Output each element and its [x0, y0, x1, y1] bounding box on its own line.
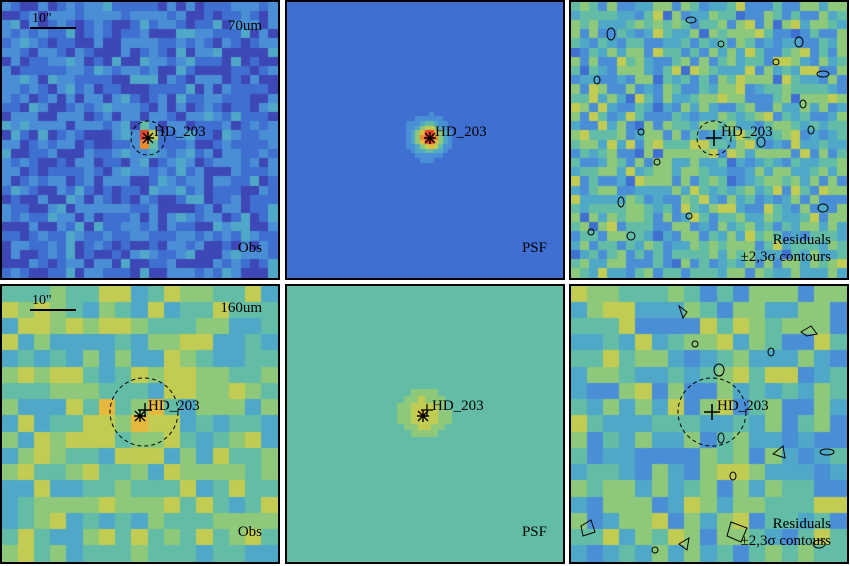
residuals-title: Residuals: [772, 516, 831, 532]
contour-levels-label: ±2,3σ contours: [740, 249, 831, 265]
residuals-title: Residuals: [772, 232, 831, 248]
obs-70um-overlay: [130, 120, 166, 156]
band-label: 70um: [227, 18, 262, 34]
psf-label: PSF: [521, 524, 547, 540]
scalebar-line: [30, 309, 76, 311]
psf-70um-image: [287, 2, 563, 278]
residuals-label: Residuals ±2,3σ contours: [741, 516, 831, 550]
aperture-circle: [109, 377, 179, 447]
source-label: HD_203: [721, 124, 773, 140]
psf-label: PSF: [521, 240, 547, 256]
obs-160um-image: [2, 286, 278, 562]
obs-160um-panel: HD_203 10" 160um Obs: [0, 284, 280, 564]
residual-70um-panel: HD_203 Residuals ±2,3σ contours: [569, 0, 849, 280]
residual-70um-image: [571, 2, 847, 278]
source-plus-marker: [704, 404, 720, 420]
aperture-circle: [696, 120, 732, 156]
source-star-marker: [424, 132, 436, 144]
psf-160um-image: [287, 286, 563, 562]
source-star-marker: [134, 410, 146, 422]
psf-160um-panel: HD_203 PSF: [285, 284, 565, 564]
obs-160um-overlay: [109, 377, 179, 447]
psf-70um-overlay: [424, 132, 436, 144]
source-label: HD_203: [148, 398, 200, 414]
obs-70um-panel: HD_203 10" 70um Obs: [0, 0, 280, 280]
residual-160um-panel: HD_203 Residuals ±2,3σ contours: [569, 284, 849, 564]
aperture-circle: [677, 377, 747, 447]
scalebar-label: 10": [32, 293, 52, 308]
psf-70um-panel: HD_203 PSF: [285, 0, 565, 280]
contour-levels-label: ±2,3σ contours: [740, 533, 831, 549]
scalebar-line: [30, 27, 76, 29]
source-label: HD_203: [717, 398, 769, 414]
scalebar: 10": [30, 294, 76, 311]
aperture-circle: [130, 120, 166, 156]
source-label: HD_203: [154, 124, 206, 140]
band-label: 160um: [220, 300, 262, 316]
scalebar: 10": [30, 12, 76, 29]
obs-70um-image: [2, 2, 278, 278]
source-star-marker: [417, 410, 429, 422]
obs-label: Obs: [237, 240, 262, 256]
source-plus-marker: [706, 130, 722, 146]
obs-label: Obs: [237, 524, 262, 540]
residual-160um-overlay: [580, 304, 835, 554]
residual-contours: [580, 304, 835, 554]
psf-160um-overlay: [417, 404, 433, 422]
residuals-label: Residuals ±2,3σ contours: [741, 232, 831, 266]
source-plus-marker: [421, 404, 433, 416]
residual-70um-overlay: [587, 16, 830, 241]
scalebar-label: 10": [32, 11, 52, 26]
source-label: HD_203: [435, 124, 487, 140]
source-plus-marker: [138, 403, 152, 417]
source-label: HD_203: [432, 398, 484, 414]
residual-contours: [587, 16, 830, 241]
source-star-marker: [142, 132, 154, 144]
